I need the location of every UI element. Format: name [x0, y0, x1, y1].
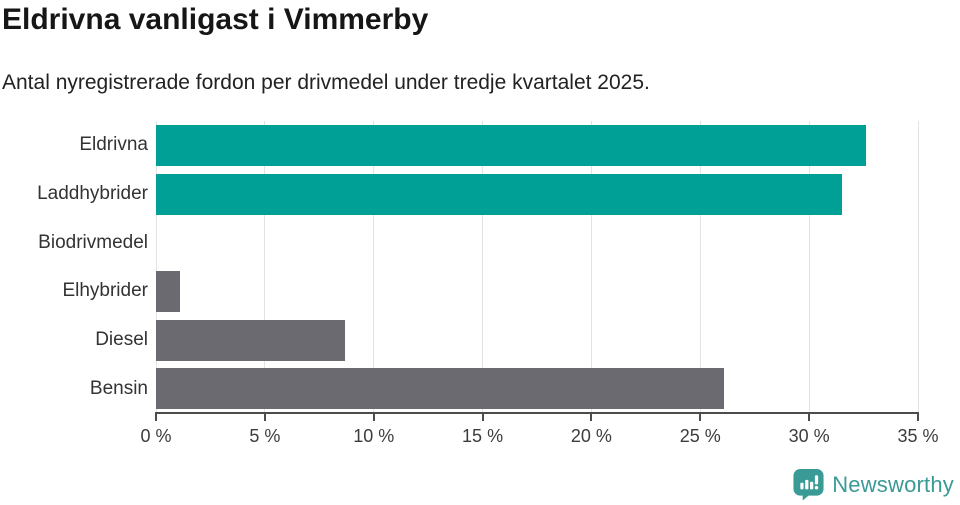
bar-elhybrider	[156, 270, 180, 312]
bar-row	[156, 218, 918, 267]
gridline	[699, 121, 701, 413]
category-label-laddhybrider: Laddhybrider	[37, 183, 148, 204]
axis-tick	[917, 414, 919, 421]
axis-tick-label: 0 %	[140, 426, 172, 446]
gridline	[808, 121, 810, 413]
axis-tick	[590, 414, 593, 421]
gridline	[482, 121, 484, 413]
bar-row	[156, 267, 918, 316]
axis-tick	[155, 414, 157, 421]
newsworthy-logo-icon	[793, 468, 824, 501]
category-label-bensin: Bensin	[89, 377, 148, 399]
chart-title: Eldrivna vanligast i Vimmerby	[2, 3, 429, 36]
bar-rows	[156, 121, 918, 413]
category-label-eldrivna: Eldrivna	[79, 134, 148, 156]
gridline	[264, 121, 266, 413]
category-label-biodrivmedel: Biodrivmedel	[38, 231, 148, 253]
category-labels: Eldrivna Laddhybrider Biodrivmedel Elhybrid…	[0, 121, 148, 413]
axis-tick-label: 35 %	[897, 426, 939, 446]
axis-tick-label: 25 %	[679, 426, 721, 446]
axis-tick-label: 20 %	[570, 426, 612, 446]
x-axis: 0 % 5 % 10 % 15 % 20 % 25 % 30 % 35 %	[140, 412, 939, 462]
gridline	[590, 121, 592, 413]
bar-row	[156, 364, 918, 413]
category-label-elhybrider: Elhybrider	[62, 280, 148, 302]
bar-diesel	[156, 319, 346, 361]
x-axis-line	[155, 412, 919, 414]
gridline	[155, 121, 157, 413]
bar-row	[156, 170, 918, 219]
bar-bensin	[156, 368, 725, 410]
axis-tick	[481, 414, 484, 421]
bar-laddhybrider	[156, 173, 842, 215]
chart-subtitle: Antal nyregistrerade fordon per drivmede…	[2, 71, 650, 94]
axis-tick	[372, 414, 375, 421]
brand-footer: Newsworthy	[792, 468, 954, 501]
bar-row	[156, 316, 918, 365]
axis-tick-label: 10 %	[353, 426, 395, 446]
axis-tick	[699, 414, 702, 421]
axis-tick-label: 15 %	[462, 426, 504, 446]
axis-tick	[263, 414, 266, 421]
plot-area	[155, 121, 919, 413]
axis-tick-label: 30 %	[788, 426, 830, 446]
axis-tick	[808, 414, 811, 421]
bar-eldrivna	[156, 124, 866, 166]
gridline	[917, 121, 919, 413]
brand-name: Newsworthy	[832, 471, 954, 497]
axis-tick-label: 5 %	[249, 426, 281, 446]
gridline	[373, 121, 375, 413]
gridlines	[155, 121, 919, 413]
bar-row	[156, 121, 918, 170]
category-label-diesel: Diesel	[95, 329, 148, 351]
